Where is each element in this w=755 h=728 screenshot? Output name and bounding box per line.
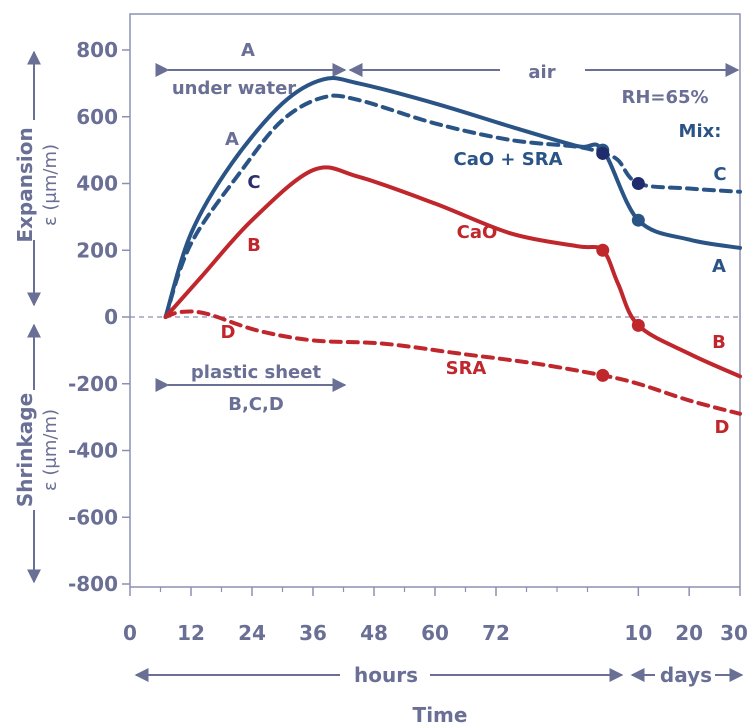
x-tick-label: 60: [421, 621, 449, 645]
x-tick-label: 48: [360, 621, 388, 645]
x-label: Time: [413, 703, 468, 727]
y-tick-label: 0: [104, 305, 118, 329]
y-label-expansion-unit: ε (μm/m): [40, 144, 61, 226]
y-label-shrinkage: Shrinkage: [13, 393, 37, 507]
series-line-a: [163, 76, 742, 319]
label-sra: SRA: [446, 358, 487, 379]
y-tick-label: 400: [76, 172, 118, 196]
label-b-right: B: [712, 332, 726, 353]
y-tick-label: 600: [76, 105, 118, 129]
annotation-under-water: under water: [172, 78, 296, 99]
y-tick-label: -200: [68, 372, 118, 396]
annotation-plastic-sheet: plastic sheet: [191, 362, 322, 383]
series-line-c: [163, 93, 742, 319]
annotation-mix: Mix:: [679, 121, 722, 142]
series-point-c: [631, 177, 645, 190]
x-unit-days: days: [660, 663, 712, 687]
x-tick-label: 24: [238, 621, 266, 645]
label-a-left: A: [225, 129, 239, 150]
series-point-b: [631, 318, 645, 332]
label-d-left: D: [221, 322, 236, 343]
label-b-left: B: [247, 235, 261, 256]
y-label-expansion: Expansion: [13, 127, 37, 242]
annotation-rh: RH=65%: [621, 87, 708, 108]
label-d-right: D: [715, 417, 730, 438]
annotation-water-letter: A: [241, 40, 255, 61]
y-tick-label: 200: [76, 238, 118, 262]
y-tick-label: 800: [76, 38, 118, 62]
y-tick-label: -400: [68, 439, 118, 463]
series-point-c: [596, 146, 610, 160]
x-tick-label: 20: [675, 621, 703, 645]
annotation-sheet-letters: B,C,D: [228, 394, 284, 415]
y-tick-label: -800: [68, 572, 118, 596]
x-tick-label: 10: [624, 621, 652, 645]
label-c-right: C: [713, 164, 726, 185]
series-line-b: [163, 165, 742, 379]
series-point-b: [596, 243, 610, 257]
x-tick-label: 0: [123, 621, 137, 645]
x-tick-label: 12: [177, 621, 205, 645]
label-c-left: C: [247, 172, 260, 193]
series-group: [163, 76, 742, 416]
y-ticks: 800 600 400 200 0 -200 -400 -600 -800: [68, 38, 130, 596]
series-point-d: [596, 368, 610, 382]
y-label-shrinkage-unit: ε (μm/m): [40, 409, 61, 491]
x-unit-hours: hours: [354, 663, 418, 687]
y-tick-label: -600: [68, 505, 118, 529]
label-cao: CaO: [457, 222, 498, 243]
label-cao-sra: CaO + SRA: [453, 149, 562, 170]
label-a-right: A: [712, 256, 726, 277]
x-tick-label: 72: [482, 621, 510, 645]
x-tick-label: 30: [720, 621, 748, 645]
x-tick-label: 36: [299, 621, 327, 645]
series-line-d: [163, 309, 742, 416]
annotation-air: air: [528, 62, 555, 83]
series-point-a: [631, 213, 645, 227]
x-ticks: 0 12 24 36 48 60 72 10 20 30: [123, 587, 748, 645]
